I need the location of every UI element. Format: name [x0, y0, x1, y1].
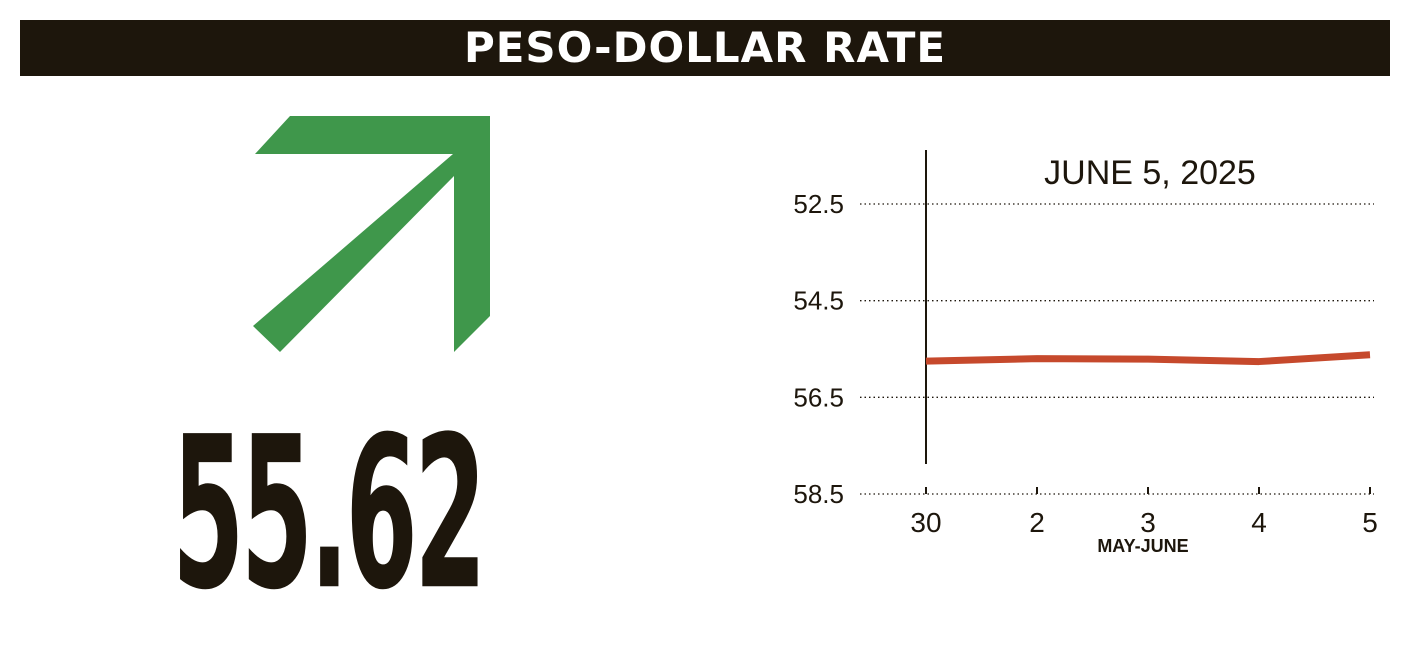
- page-title: PESO-DOLLAR RATE: [463, 23, 947, 72]
- header-bar: PESO-DOLLAR RATE: [20, 20, 1390, 76]
- series-line: [925, 351, 1371, 366]
- x-tick-label: 30: [910, 507, 941, 538]
- line-chart: JUNE 5, 2025 52.5 54.5 56.5 58.5 30 2 3 4 5 MAY-JU…: [760, 130, 1400, 570]
- chart-title: JUNE 5, 2025: [1044, 154, 1256, 192]
- x-tick-label: 2: [1029, 507, 1045, 538]
- x-tick-label: 5: [1362, 507, 1378, 538]
- y-tick-label: 52.5: [793, 189, 844, 219]
- arrow-up-right-icon: [250, 116, 495, 356]
- y-tick-label: 56.5: [793, 382, 844, 412]
- x-tick-label: 4: [1251, 507, 1267, 538]
- x-tick-label: 3: [1140, 507, 1156, 538]
- x-axis-label: MAY-JUNE: [1097, 536, 1188, 556]
- y-tick-label: 54.5: [793, 286, 844, 316]
- current-rate-value: 55.62: [172, 391, 487, 637]
- y-tick-label: 58.5: [793, 479, 844, 509]
